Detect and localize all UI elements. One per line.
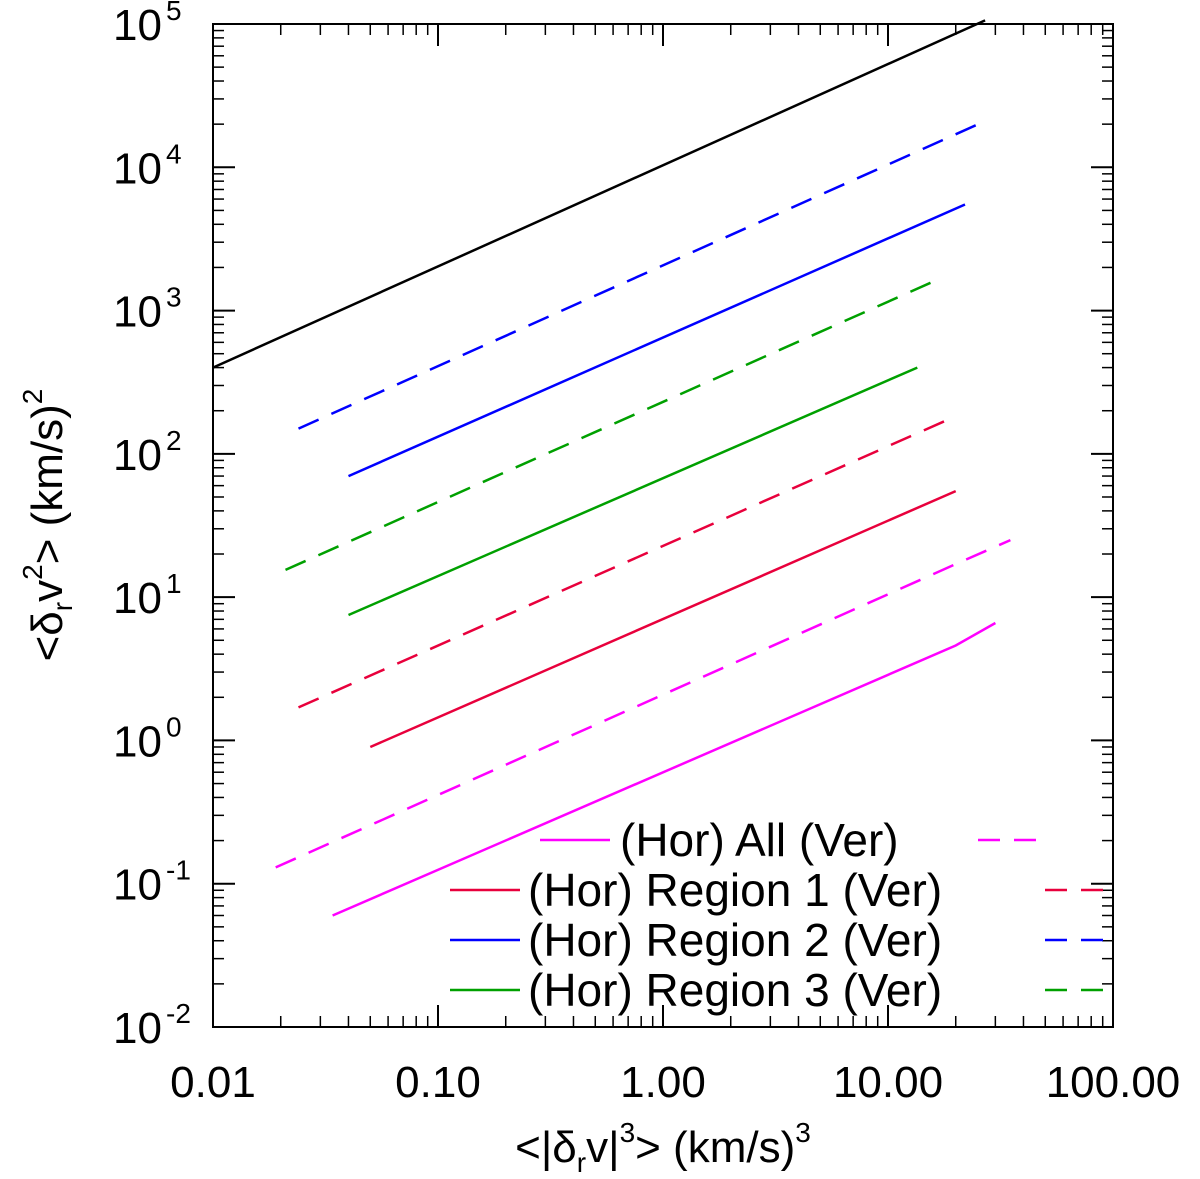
x-tick-labels: 0.01 0.10 1.00 10.00 100.00	[170, 1058, 1180, 1107]
y-axis-title-sub: r	[47, 602, 78, 611]
y-tick-label: 10	[113, 717, 162, 766]
x-tick-label: 1.00	[620, 1058, 706, 1107]
legend-label-all: (Hor) All (Ver)	[620, 814, 899, 866]
series-line-ver-region-1	[297, 419, 946, 709]
x-axis-title-mid: v|	[586, 1123, 619, 1172]
y-axis-title: <δrv2> (km/s)2	[17, 389, 78, 662]
y-tick-label-base: 10	[113, 574, 162, 623]
y-tick-label-exponent: 1	[166, 568, 182, 599]
x-axis-title-sub: r	[577, 1147, 586, 1178]
y-tick-label-exponent: 3	[166, 282, 182, 313]
y-axis-title-mid: v	[23, 580, 72, 602]
y-tick-label-base: 10	[113, 1004, 162, 1053]
y-tick-label-base: 10	[113, 288, 162, 337]
series-layer	[212, 19, 1011, 917]
y-axis-title-post: > (km/s)	[23, 404, 72, 564]
y-axis-title-sup2: 2	[17, 389, 48, 405]
y-tick-label-base: 10	[113, 431, 162, 480]
y-tick-label: 10	[113, 431, 162, 480]
y-tick-label-exponent: -1	[166, 855, 191, 886]
x-axis-title-pre: <|δ	[515, 1123, 577, 1172]
y-tick-label-base: 10	[113, 717, 162, 766]
series-line-hor-region-1	[369, 489, 957, 749]
y-tick-label-exponent: 2	[166, 425, 182, 456]
y-tick-label-base: 10	[113, 861, 162, 910]
y-tick-label-exponent: 0	[166, 711, 182, 742]
series-line-hor-region-3	[348, 366, 918, 617]
y-tick-label: 10	[113, 144, 162, 193]
y-tick-label: 10	[113, 574, 162, 623]
y-axis-title-sup: 2	[17, 564, 48, 580]
series-line-hor-all	[332, 621, 997, 917]
minor-ticks	[213, 24, 1113, 1027]
legend-label-region-1: (Hor) Region 1 (Ver)	[528, 864, 942, 916]
series-line-ver-region-3	[284, 280, 935, 572]
y-tick-label-exponent: 4	[166, 138, 182, 169]
x-axis-title-sup: 3	[620, 1117, 636, 1148]
y-tick-label: 10	[113, 1, 162, 50]
x-axis-title-sup2: 3	[795, 1117, 811, 1148]
series-line-hor-region-2	[347, 203, 966, 478]
y-tick-label: 10	[113, 1004, 162, 1053]
series-line-ver-region-2	[297, 119, 986, 430]
y-tick-label-base: 10	[113, 144, 162, 193]
major-ticks	[212, 23, 1114, 1028]
y-tick-label-exponent: 5	[166, 0, 182, 26]
x-axis-title-post: > (km/s)	[635, 1123, 795, 1172]
y-tick-label: 10	[113, 861, 162, 910]
y-tick-label-exponent: -2	[166, 998, 191, 1029]
x-tick-label: 0.01	[170, 1058, 256, 1107]
legend-label-region-3: (Hor) Region 3 (Ver)	[528, 964, 942, 1016]
x-tick-label: 10.00	[833, 1058, 943, 1107]
x-tick-label: 0.10	[395, 1058, 481, 1107]
legend: (Hor) All (Ver) (Hor) Region 1 (Ver) (Ho…	[450, 814, 1110, 1016]
y-tick-label-base: 10	[113, 1, 162, 50]
y-axis-title-pre: <δ	[23, 611, 72, 661]
y-tick-label: 10	[113, 288, 162, 337]
x-axis-title: <|δrv|3> (km/s)3	[515, 1117, 811, 1178]
x-tick-label: 100.00	[1046, 1058, 1181, 1107]
legend-label-region-2: (Hor) Region 2 (Ver)	[528, 914, 942, 966]
series-line-reference	[212, 19, 986, 369]
